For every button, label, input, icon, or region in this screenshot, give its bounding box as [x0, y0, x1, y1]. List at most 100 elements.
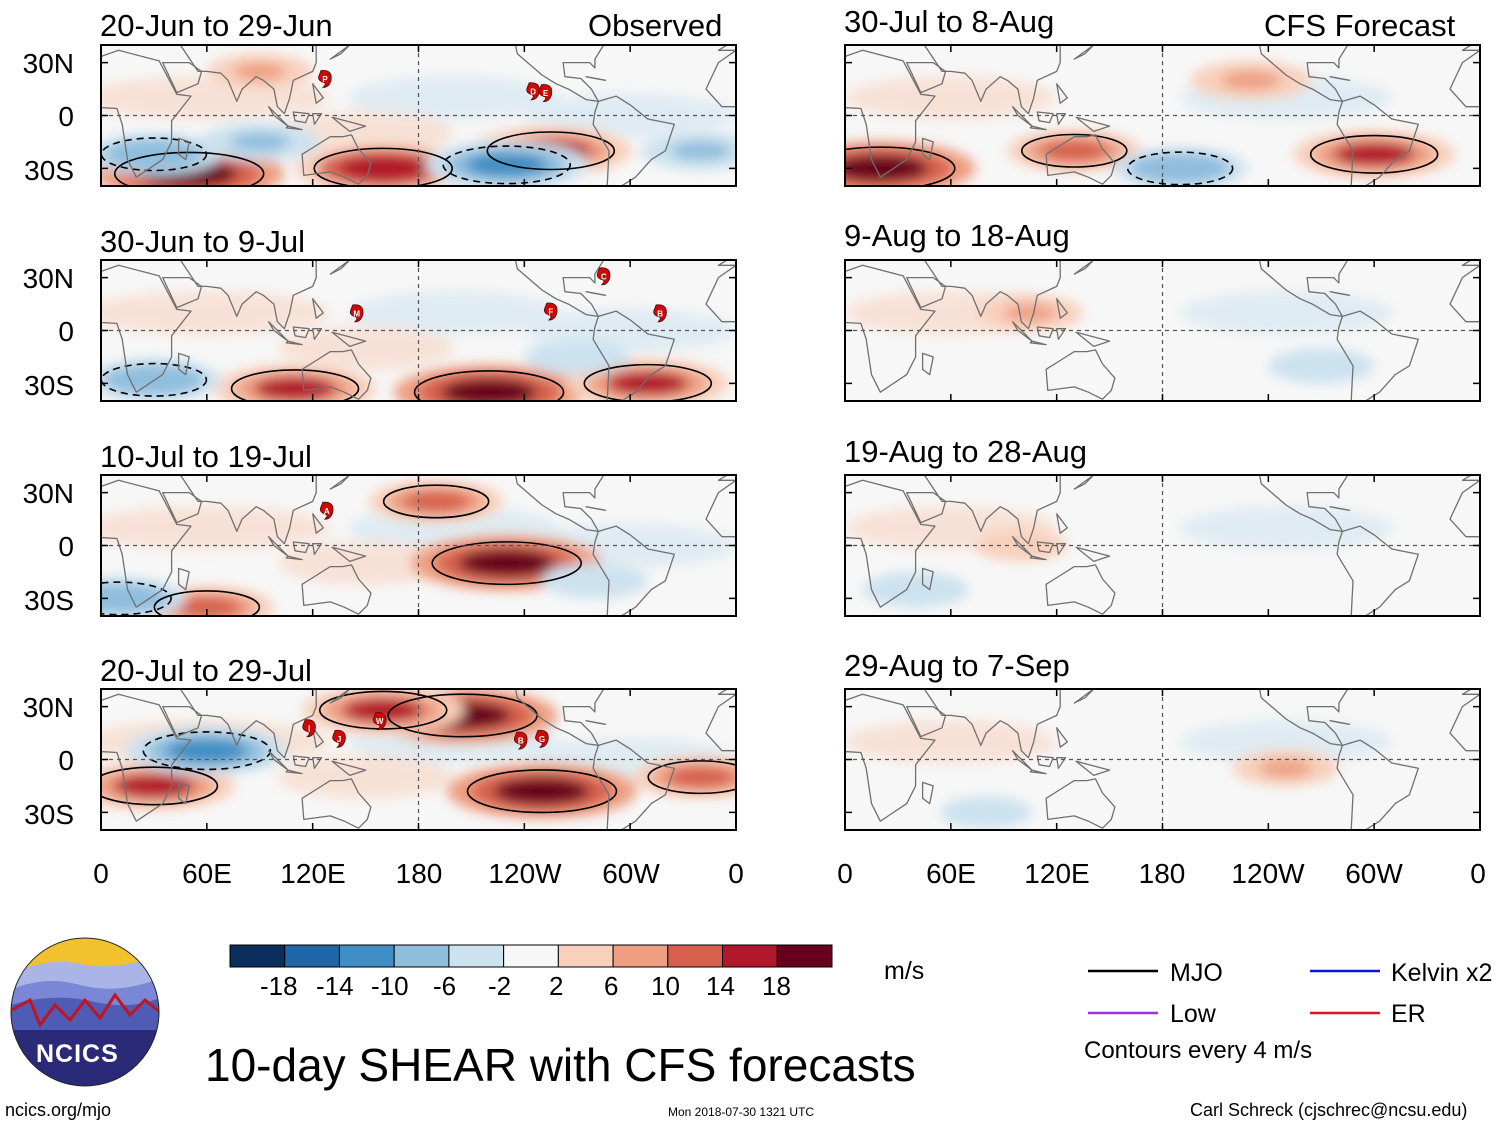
svg-text:G: G [539, 735, 545, 744]
tropical-cyclone-icon: B [653, 304, 667, 323]
coastline [1045, 778, 1116, 829]
tropical-cyclone-icon: Ⅰ [302, 719, 316, 738]
coastline [705, 49, 736, 108]
anomaly-shading [845, 154, 928, 182]
coastline [101, 49, 192, 178]
coastline [906, 276, 947, 309]
coastline [717, 260, 736, 266]
coastline [101, 479, 192, 608]
tropical-cyclone-icon: W [372, 712, 387, 731]
coastline [1056, 543, 1067, 555]
coastline [1011, 321, 1033, 342]
observed-label: Observed [588, 8, 723, 43]
legend-label-mjo: MJO [1170, 959, 1223, 987]
mjo-contour [442, 145, 571, 185]
coastline [1461, 260, 1480, 266]
x-tick-label: 0 [1470, 858, 1486, 889]
svg-text:P: P [322, 75, 328, 84]
coastline [1329, 291, 1351, 296]
coastline [1461, 689, 1480, 695]
anomaly-shading [233, 62, 287, 81]
anomaly-shading [1294, 356, 1348, 375]
coastline [331, 116, 367, 133]
anomaly-shading [1040, 140, 1108, 162]
coastline [1036, 326, 1054, 339]
coastline [1056, 83, 1068, 104]
anomaly-shading [494, 777, 590, 805]
colorbar-swatch [448, 944, 505, 968]
panel-date-label: 19-Aug to 28-Aug [844, 434, 1088, 469]
svg-text:F: F [548, 308, 553, 317]
map-panel [101, 260, 736, 401]
svg-text:Ⅰ: Ⅰ [308, 724, 310, 733]
anomaly-shading [254, 376, 336, 401]
tropical-cyclone-icon: D [526, 82, 540, 101]
x-tick-label: 0 [728, 858, 744, 889]
svg-text:M: M [353, 309, 360, 318]
coastline [921, 567, 934, 591]
anomaly-shading [1146, 157, 1214, 179]
anomaly-shading [459, 549, 555, 577]
coastline [162, 61, 203, 94]
colorbar-tick-label: 14 [706, 971, 735, 1001]
anomaly-shading [173, 596, 241, 616]
svg-text:J: J [337, 735, 341, 744]
coastline [906, 61, 947, 94]
x-tick-label: 120E [1024, 858, 1090, 889]
map-panel [845, 475, 1480, 616]
y-tick-label: 30S [24, 370, 74, 401]
colorbar-tick-label: -14 [316, 971, 354, 1001]
tropical-cyclone-icon: B [513, 731, 528, 750]
mjo-contour [313, 147, 454, 186]
mjo-contour [101, 581, 172, 616]
mjo-contour [466, 769, 618, 814]
tropical-cyclone-icon: A [319, 501, 334, 520]
x-tick-label: 120E [280, 858, 346, 889]
coastline [267, 321, 289, 342]
colorbar-tick-label: -6 [433, 971, 457, 1001]
anomaly-shading [607, 371, 689, 396]
coastline [1056, 298, 1068, 319]
tropical-cyclone-icon: P [318, 70, 332, 88]
coastline [1056, 328, 1067, 340]
coastline [906, 705, 947, 738]
coastline [147, 45, 317, 115]
coastline [312, 543, 323, 555]
y-tick-label: 30S [24, 585, 74, 616]
coastline [1449, 264, 1480, 323]
coastline [1056, 113, 1067, 125]
x-tick-label: 120W [488, 858, 562, 889]
colorbar-swatch [229, 944, 286, 968]
anomaly-shading [402, 491, 470, 512]
x-tick-label: 60E [926, 858, 976, 889]
coastline [1336, 525, 1419, 616]
shading-patch [1180, 290, 1392, 335]
coastline [1036, 111, 1054, 124]
anomaly-shading [888, 580, 943, 599]
anomaly-shading [963, 804, 1010, 821]
coastline [301, 349, 372, 400]
map-panel [845, 689, 1480, 830]
y-tick-label: 30S [24, 799, 74, 830]
shading-patch [101, 505, 331, 550]
coastline [285, 340, 303, 346]
coastline [312, 328, 323, 340]
x-tick-label: 60W [1345, 858, 1403, 889]
coastline [177, 137, 190, 161]
mjo-contour [486, 131, 616, 171]
mjo-contour [413, 370, 565, 401]
coastline [312, 113, 323, 125]
coastline [162, 276, 203, 309]
colorbar-swatch [338, 944, 395, 968]
coastline [891, 689, 1061, 759]
coastline [845, 693, 936, 822]
coastline [1045, 349, 1116, 400]
site-link[interactable]: ncics.org/mjo [5, 1100, 112, 1120]
coastline [162, 491, 203, 524]
coastline [1329, 506, 1351, 511]
colorbar-tick-label: 2 [549, 971, 564, 1001]
y-tick-label: 0 [58, 745, 74, 776]
legend-label-low: Low [1170, 1000, 1216, 1028]
panel-date-label: 20-Jun to 29-Jun [100, 8, 333, 43]
x-tick-label: 60W [602, 858, 660, 889]
